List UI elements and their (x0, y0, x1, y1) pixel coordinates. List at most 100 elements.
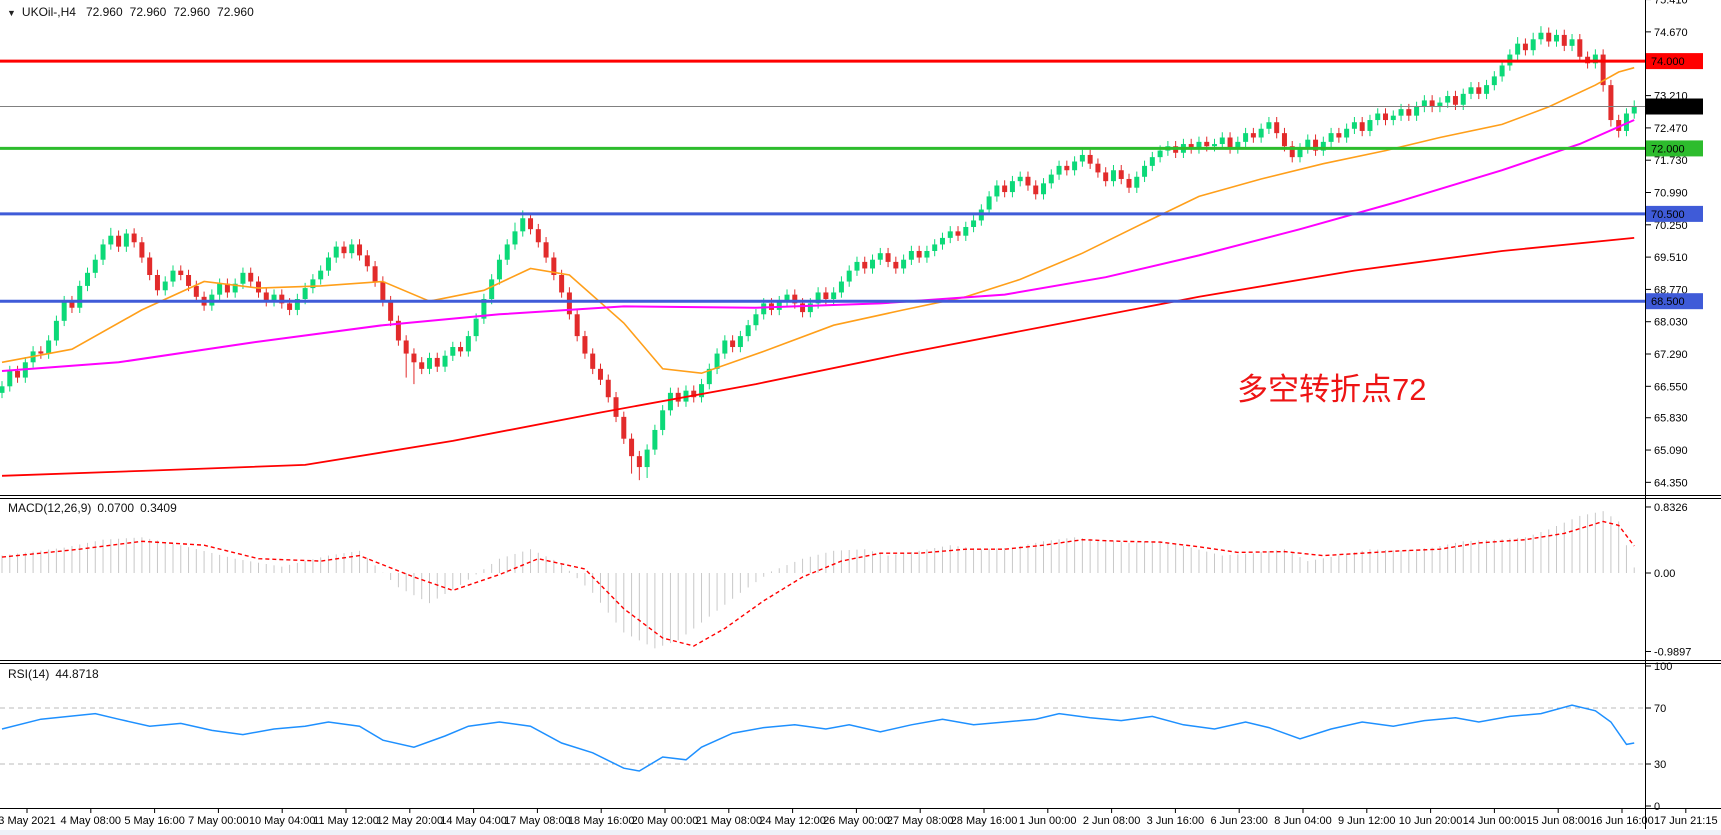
price-axis[interactable]: 75.41074.67073.93073.21072.47071.73070.9… (1646, 0, 1703, 489)
candle-body (652, 429, 658, 450)
candle-body (1313, 139, 1319, 151)
candle-body (520, 218, 526, 232)
macd-indicator-label: MACD(12,26,9) 0.0700 0.3409 (8, 501, 183, 515)
candle-body (1009, 181, 1015, 193)
candle-body (178, 270, 184, 275)
candle-body (131, 233, 137, 243)
candle-body (807, 303, 813, 313)
candle-body (1437, 102, 1443, 107)
candle-body (1367, 120, 1373, 131)
rsi-pane[interactable] (0, 704, 1645, 772)
candle-body (1359, 122, 1365, 131)
price-tick-label: 74.670 (1654, 27, 1688, 39)
candle-body (986, 196, 992, 210)
candle-body (1289, 146, 1295, 158)
candle-body (411, 353, 417, 363)
rsi-line (1, 704, 1635, 772)
candle-body (1561, 34, 1567, 46)
candle-body (465, 336, 471, 352)
time-tick-label: 4 May 08:00 (61, 815, 122, 827)
candle-body (1538, 32, 1544, 40)
candle-body (1546, 32, 1552, 42)
price-badge-72960: 72.960 (1646, 98, 1703, 115)
candles-layer (0, 26, 1637, 481)
candle-body (1491, 76, 1497, 86)
candle-body (924, 250, 930, 258)
candle-body (1375, 113, 1381, 121)
candle-body (1219, 137, 1225, 145)
candle-body (287, 303, 293, 310)
candle-body (1429, 100, 1435, 107)
time-axis[interactable]: 3 May 2021 4 May 08:00 5 May 16:00 7 May 00… (0, 808, 1718, 827)
candle-body (792, 294, 798, 304)
price-badge-68500: 68.500 (1646, 293, 1703, 310)
quote-high: 72.960 (129, 5, 167, 19)
macd-tick-label: 0.00 (1654, 568, 1675, 580)
candle-body (1227, 137, 1233, 149)
candle-body (372, 266, 378, 282)
candle-body (559, 275, 565, 293)
bottom-strip (0, 830, 1721, 835)
candle-body (248, 272, 254, 282)
candle-body (442, 355, 448, 367)
price-tick-label: 72.470 (1654, 123, 1688, 135)
candle-body (582, 336, 588, 354)
macd-value: 0.0700 (97, 501, 135, 515)
candle-body (0, 386, 5, 393)
rsi-value: 44.8718 (55, 667, 99, 681)
candle-body (380, 281, 386, 302)
candle-body (61, 301, 67, 321)
candle-body (1033, 185, 1039, 195)
candle-body (1110, 170, 1116, 182)
rsi-axis[interactable]: 100 70 30 0 (1646, 661, 1672, 813)
time-tick-label: 7 May 00:00 (188, 815, 249, 827)
price-pane[interactable] (0, 26, 1645, 481)
candle-body (1126, 178, 1132, 188)
candle-body (893, 261, 899, 269)
candle-body (302, 288, 308, 300)
price-badge-72000: 72.000 (1646, 140, 1703, 157)
candle-body (46, 340, 52, 354)
candle-body (69, 301, 75, 308)
collapse-chart-icon[interactable]: ▼ (7, 8, 16, 18)
candle-body (116, 235, 122, 247)
time-tick-label: 14 Jun 00:00 (1463, 815, 1527, 827)
candle-body (1484, 85, 1490, 94)
candle-body (1460, 93, 1466, 105)
candle-body (730, 340, 736, 348)
candle-body (1250, 133, 1256, 138)
trend-annotation[interactable]: 多空转折点72 (1237, 372, 1427, 407)
candle-body (426, 357, 432, 369)
candle-body (745, 325, 751, 337)
candle-body (1157, 150, 1163, 158)
candle-body (1072, 161, 1078, 171)
candle-body (1258, 128, 1264, 138)
time-tick-label: 6 Jun 23:00 (1210, 815, 1268, 827)
candle-body (831, 292, 837, 300)
candle-body (776, 301, 782, 310)
candle-body (1103, 172, 1109, 182)
candle-body (92, 259, 98, 273)
candle-body (846, 270, 852, 282)
time-tick-label: 27 May 08:00 (887, 815, 954, 827)
candle-body (901, 259, 907, 269)
macd-pane[interactable] (1, 511, 1635, 649)
price-tick-label: 69.510 (1654, 252, 1688, 264)
candle-body (504, 244, 510, 260)
time-tick-label: 18 May 16:00 (568, 815, 635, 827)
candle-body (279, 294, 285, 304)
macd-axis[interactable]: 0.8326 0.00 -0.9897 (1646, 502, 1691, 659)
price-badge-bg (1646, 140, 1703, 157)
price-tick-label: 70.250 (1654, 220, 1688, 232)
candle-body (862, 261, 868, 269)
time-tick-label: 12 May 20:00 (376, 815, 443, 827)
candle-body (1266, 122, 1272, 129)
candle-body (1592, 54, 1598, 64)
candle-body (294, 299, 300, 310)
candle-body (1305, 139, 1311, 149)
candle-body (737, 336, 743, 348)
candle-body (388, 301, 394, 321)
